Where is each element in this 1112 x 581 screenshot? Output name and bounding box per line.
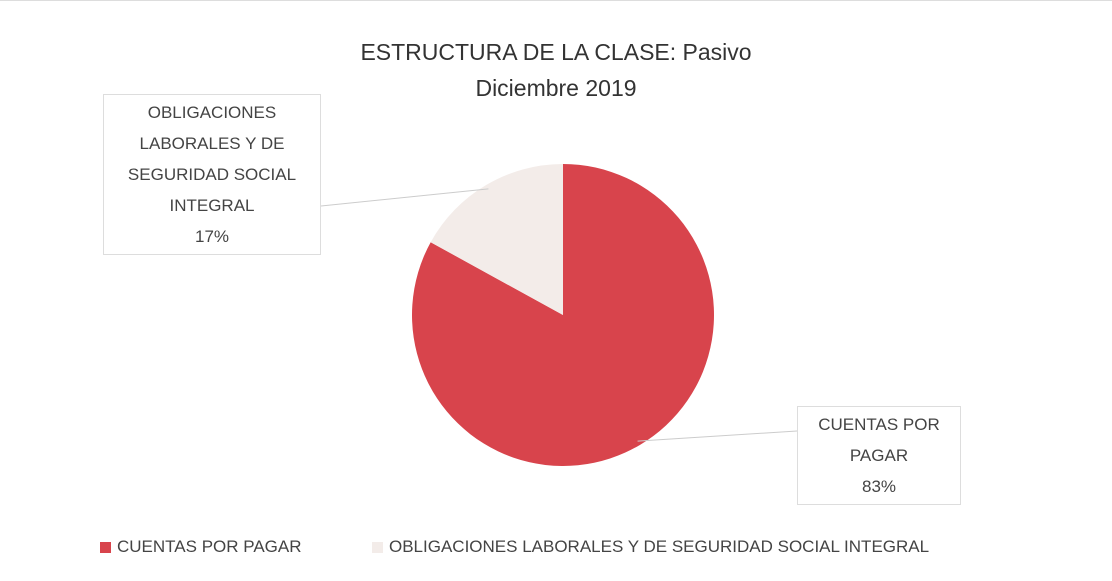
- legend-swatch: [100, 541, 111, 553]
- leader-line: [320, 188, 489, 207]
- legend-label: CUENTAS POR PAGAR: [117, 537, 302, 556]
- legend-swatch: [372, 541, 383, 553]
- data-label-value: 83%: [861, 477, 897, 496]
- data-label-category: OBLIGACIONES LABORALES Y DE SEGURIDAD SO…: [127, 103, 297, 215]
- data-label: OBLIGACIONES LABORALES Y DE SEGURIDAD SO…: [103, 94, 321, 255]
- pie-slice: [430, 164, 563, 315]
- legend-label: OBLIGACIONES LABORALES Y DE SEGURIDAD SO…: [389, 537, 930, 556]
- data-label: CUENTAS POR PAGAR 83%: [797, 406, 961, 505]
- legend-item: OBLIGACIONES LABORALES Y DE SEGURIDAD SO…: [372, 537, 929, 557]
- leader-line: [637, 430, 798, 442]
- chart-subtitle: Diciembre 2019: [475, 75, 637, 101]
- legend-item: CUENTAS POR PAGAR: [100, 537, 302, 557]
- chart-title: ESTRUCTURA DE LA CLASE: Pasivo: [360, 39, 752, 65]
- data-label-value: 17%: [194, 227, 230, 246]
- data-label-category: CUENTAS POR PAGAR: [818, 415, 940, 465]
